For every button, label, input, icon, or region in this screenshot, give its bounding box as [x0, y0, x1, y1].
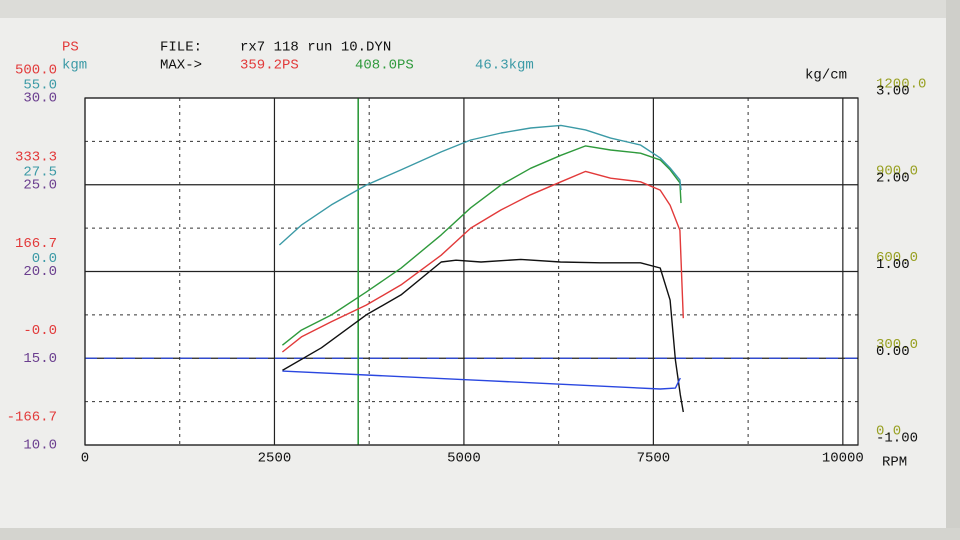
y-tick-label: 0.0: [32, 251, 57, 267]
y-tick-label: 1.00: [876, 257, 910, 273]
y-tick-label: 25.0: [23, 177, 57, 193]
file-label: FILE:: [160, 40, 202, 56]
plot-frame: [84, 97, 859, 446]
x-tick-label: 0: [81, 451, 89, 467]
y-tick-label: 20.0: [23, 264, 57, 280]
y-tick-label: 0.0: [876, 424, 901, 440]
y-tick-label: 55.0: [23, 78, 57, 94]
y-tick-label: 10.0: [23, 438, 57, 454]
series-line: [281, 145, 682, 346]
series-line: [282, 258, 684, 413]
x-tick-label: 5000: [447, 451, 481, 467]
y-tick-label: 3.00: [876, 84, 910, 100]
y-tick-label: 27.5: [23, 164, 57, 180]
y-tick-label: 300.0: [876, 337, 918, 353]
bezel: [946, 0, 960, 540]
series-line: [281, 170, 684, 353]
x-tick-label: 7500: [637, 451, 671, 467]
max-value: 408.0PS: [355, 58, 414, 74]
top-bar: [0, 0, 960, 18]
axis-label: kg/cm: [805, 68, 847, 84]
x-tick-label: 10000: [822, 451, 864, 467]
y-tick-label: -166.7: [7, 410, 57, 426]
y-tick-label: 0.00: [876, 344, 910, 360]
bezel: [0, 528, 960, 540]
y-tick-label: 500.0: [15, 63, 57, 79]
axis-label: PS: [62, 40, 79, 56]
x-axis-label: RPM: [882, 455, 907, 471]
y-tick-label: 2.00: [876, 170, 910, 186]
y-tick-label: -1.00: [876, 431, 918, 447]
max-value: 359.2PS: [240, 58, 299, 74]
axis-label: kgm: [62, 58, 87, 74]
max-value: 46.3kgm: [475, 58, 534, 74]
y-tick-label: 166.7: [15, 236, 57, 252]
max-label: MAX->: [160, 58, 202, 74]
series-line: [278, 124, 682, 246]
y-tick-label: 900.0: [876, 163, 918, 179]
y-tick-label: 15.0: [23, 351, 57, 367]
y-tick-label: 333.3: [15, 149, 57, 165]
file-name: rx7 118 run 10.DYN: [240, 40, 391, 56]
y-tick-label: 30.0: [23, 91, 57, 107]
x-tick-label: 2500: [258, 451, 292, 467]
series-line: [282, 370, 681, 390]
y-tick-label: -0.0: [23, 323, 57, 339]
y-tick-label: 600.0: [876, 250, 918, 266]
y-tick-label: 1200.0: [876, 77, 926, 93]
